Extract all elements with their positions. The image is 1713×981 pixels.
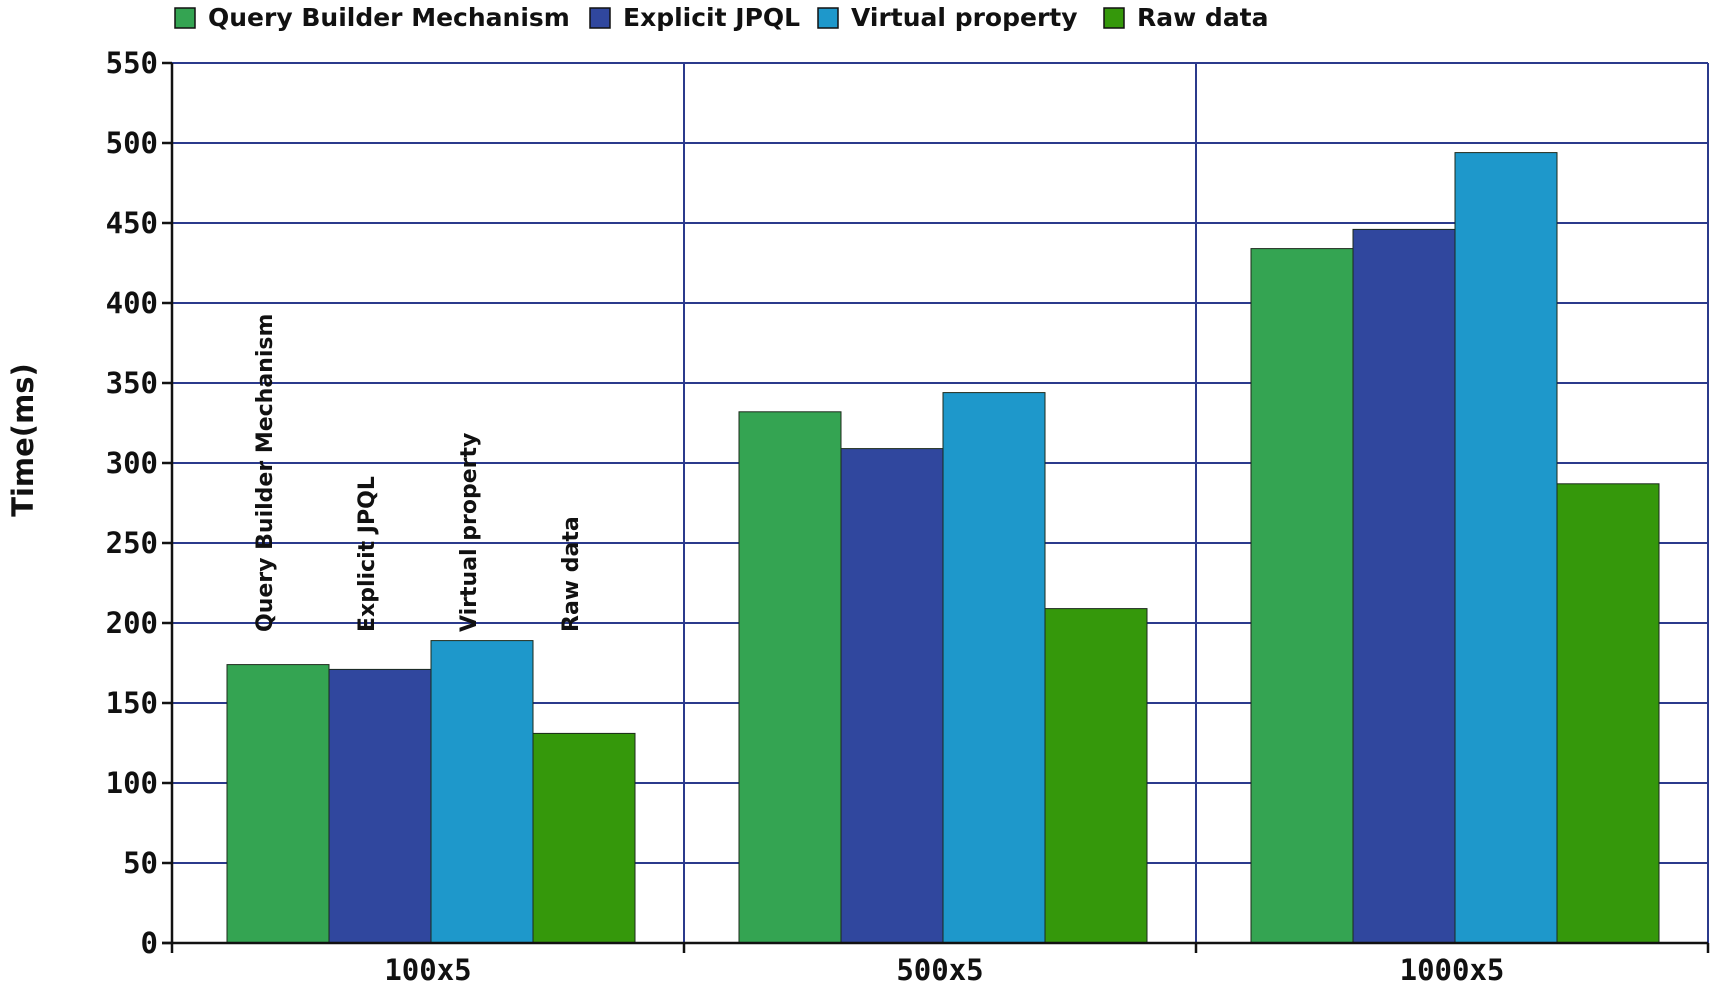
- legend-swatch: [1103, 7, 1125, 29]
- y-tick-label: 500: [106, 126, 158, 160]
- bar: [328, 668, 432, 944]
- legend-swatch: [589, 7, 611, 29]
- x-tick-label: 500x5: [896, 953, 983, 981]
- bar-annotation: Raw data: [559, 516, 584, 632]
- y-tick-label: 0: [141, 926, 158, 960]
- legend-swatch: [817, 7, 839, 29]
- bar: [1454, 152, 1558, 944]
- bar: [1556, 483, 1660, 944]
- x-tick-labels: 100x5 500x5 1000x5: [384, 953, 1504, 981]
- x-tick-label: 100x5: [384, 953, 471, 981]
- legend-swatch: [174, 7, 196, 29]
- legend: Query Builder Mechanism Explicit JPQL Virt…: [174, 3, 1269, 32]
- legend-label: Virtual property: [851, 3, 1078, 32]
- bar: [738, 411, 842, 944]
- y-tick-label: 400: [106, 286, 158, 320]
- bars: [226, 152, 1660, 944]
- y-axis-title: Time(ms): [6, 363, 40, 517]
- y-tick-label: 550: [106, 46, 158, 80]
- y-tick-label: 350: [106, 366, 158, 400]
- bar: [1250, 248, 1354, 944]
- x-tick-label: 1000x5: [1400, 953, 1505, 981]
- y-tick-labels: 0 50 100 150 200 250 300 350 400 450 500 550: [106, 46, 158, 960]
- y-tick-label: 200: [106, 606, 158, 640]
- bar: [1352, 228, 1456, 944]
- bar: [226, 664, 330, 944]
- y-tick-label: 100: [106, 766, 158, 800]
- y-tick-label: 300: [106, 446, 158, 480]
- y-tick-label: 450: [106, 206, 158, 240]
- legend-label: Raw data: [1137, 3, 1269, 32]
- bar-annotation: Query Builder Mechanism: [253, 314, 278, 632]
- bar-annotation: Virtual property: [457, 433, 482, 632]
- bar: [942, 392, 1046, 944]
- axes: [162, 61, 1710, 953]
- bar: [532, 732, 636, 944]
- y-tick-label: 50: [123, 846, 158, 880]
- bar-annotations: Query Builder Mechanism Explicit JPQL Virt…: [253, 314, 584, 632]
- y-tick-label: 150: [106, 686, 158, 720]
- legend-label: Explicit JPQL: [623, 3, 800, 32]
- bar: [430, 640, 534, 944]
- bar: [1044, 608, 1148, 944]
- bar: [840, 448, 944, 944]
- y-tick-label: 250: [106, 526, 158, 560]
- legend-label: Query Builder Mechanism: [208, 3, 570, 32]
- bar-annotation: Explicit JPQL: [355, 476, 380, 632]
